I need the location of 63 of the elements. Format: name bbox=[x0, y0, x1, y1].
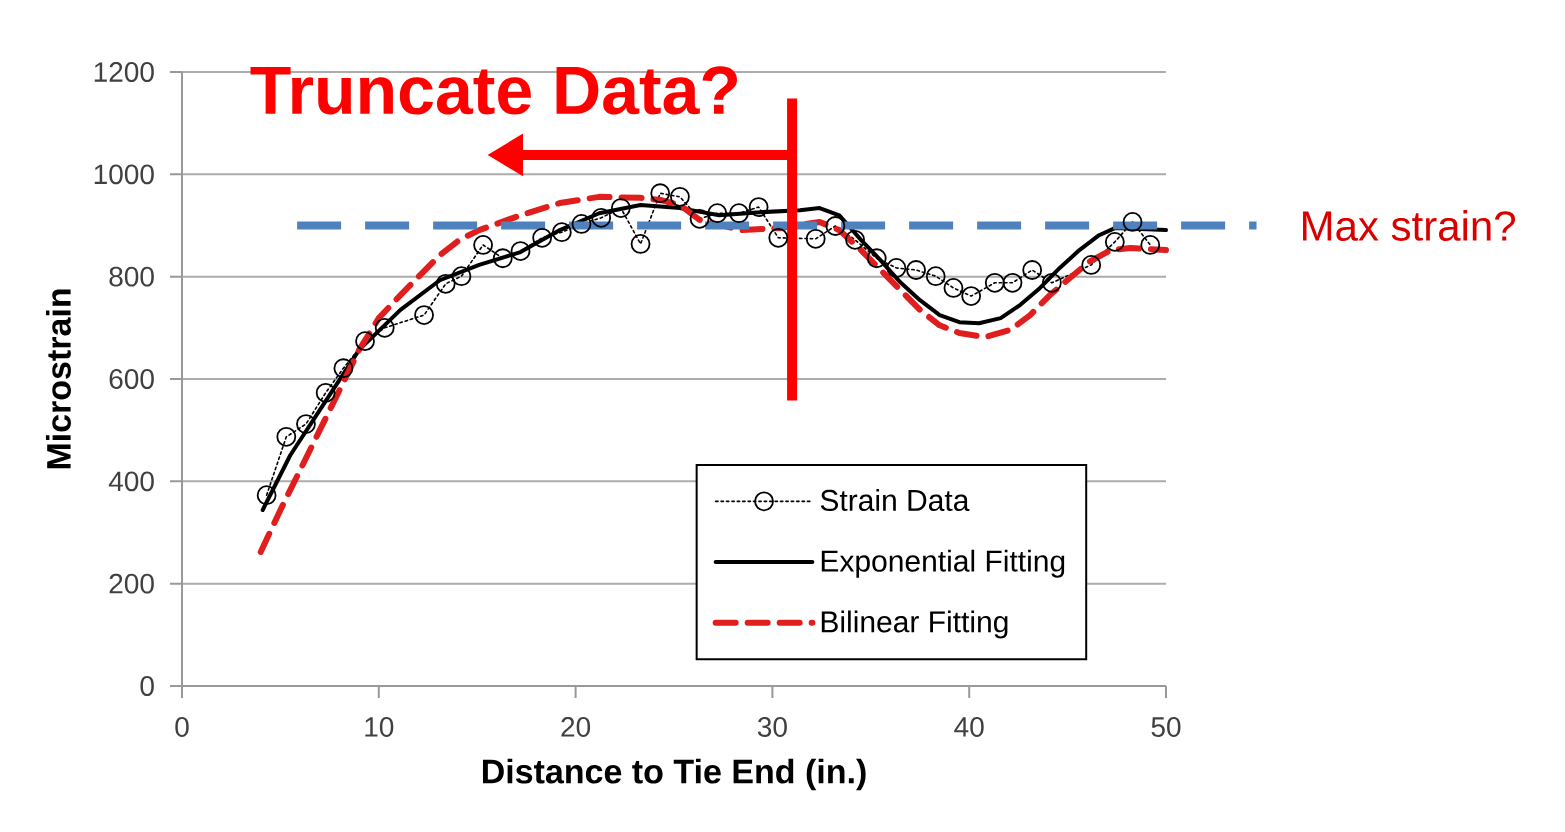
point bbox=[768, 227, 789, 248]
point bbox=[315, 382, 336, 403]
point bbox=[374, 317, 395, 338]
y-tick-label: 600 bbox=[109, 369, 154, 389]
point bbox=[1081, 255, 1102, 275]
point bbox=[984, 272, 1005, 293]
point bbox=[256, 485, 277, 506]
point bbox=[961, 286, 982, 307]
point bbox=[473, 235, 493, 255]
y-tick-label: 0 bbox=[140, 676, 154, 696]
point bbox=[943, 278, 964, 298]
x-tick-label: 20 bbox=[561, 717, 591, 737]
point bbox=[1041, 272, 1062, 293]
point bbox=[551, 222, 572, 243]
point bbox=[414, 305, 434, 325]
point bbox=[805, 228, 826, 249]
y-tick-label: 1000 bbox=[94, 164, 154, 185]
legend-label: Bilinear Fitting bbox=[821, 610, 1008, 639]
point bbox=[906, 260, 926, 280]
point bbox=[1122, 212, 1143, 232]
point bbox=[825, 216, 846, 236]
point bbox=[591, 207, 612, 228]
point bbox=[707, 203, 728, 224]
legend-label: Exponential Fitting bbox=[821, 549, 1065, 578]
point bbox=[571, 214, 592, 234]
y-tick-label: 800 bbox=[109, 266, 154, 287]
point bbox=[532, 227, 553, 248]
point bbox=[670, 186, 690, 207]
point bbox=[925, 266, 946, 287]
point bbox=[1140, 235, 1161, 255]
y-axis-title: Microstrain bbox=[45, 289, 71, 469]
ref-line-label: Max strain? bbox=[1303, 210, 1516, 241]
point bbox=[610, 198, 631, 219]
point bbox=[333, 358, 354, 379]
legend-label: Strain Data bbox=[820, 489, 970, 512]
point bbox=[276, 426, 297, 447]
x-tick-label: 30 bbox=[757, 717, 787, 737]
point bbox=[748, 197, 769, 217]
point bbox=[451, 266, 472, 287]
x-tick-label: 40 bbox=[954, 717, 984, 737]
x-tick-label: 10 bbox=[365, 717, 394, 737]
point bbox=[296, 414, 316, 434]
y-tick-label: 400 bbox=[108, 471, 154, 492]
point bbox=[650, 183, 671, 204]
point bbox=[630, 234, 651, 254]
x-tick-label: 0 bbox=[175, 717, 189, 737]
point bbox=[1104, 231, 1125, 252]
point bbox=[689, 208, 710, 229]
point bbox=[355, 331, 375, 352]
point bbox=[510, 241, 531, 261]
point bbox=[1002, 272, 1023, 293]
y-tick-label: 1200 bbox=[94, 62, 154, 82]
point bbox=[866, 248, 887, 269]
x-tick-label: 50 bbox=[1151, 717, 1181, 737]
point bbox=[492, 248, 513, 269]
point bbox=[729, 203, 749, 224]
point bbox=[845, 229, 865, 250]
point bbox=[886, 258, 907, 278]
ref-line-label: Truncate Data? bbox=[250, 66, 737, 115]
point bbox=[435, 273, 456, 294]
y-tick-label: 200 bbox=[109, 573, 154, 594]
x-axis-title: Distance to Tie End (in.) bbox=[482, 758, 866, 791]
point bbox=[1022, 260, 1043, 280]
